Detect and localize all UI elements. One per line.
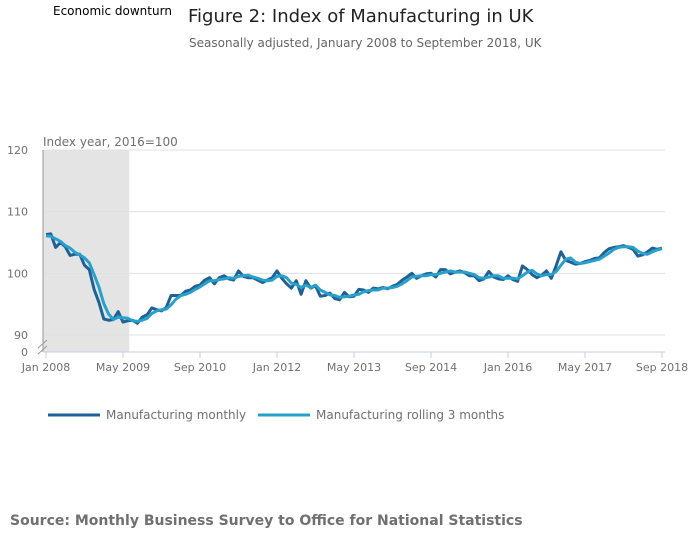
x-tick-label: Jan 2008	[21, 361, 70, 374]
legend-label: Manufacturing rolling 3 months	[316, 408, 504, 422]
y-tick-label: 0	[21, 346, 28, 359]
x-tick-label: May 2013	[327, 361, 381, 374]
x-tick-label: Jan 2016	[483, 361, 532, 374]
x-tick-label: Sep 2010	[174, 361, 226, 374]
x-tick-label: May 2009	[96, 361, 150, 374]
economic-downturn-shading	[43, 150, 130, 352]
y-tick-label: 100	[7, 267, 28, 280]
x-tick-label: May 2017	[558, 361, 612, 374]
x-tick-label: Jan 2012	[252, 361, 301, 374]
x-tick-label: Sep 2018	[636, 361, 688, 374]
legend-label: Manufacturing monthly	[106, 408, 246, 422]
chart-title: Figure 2: Index of Manufacturing in UK	[188, 6, 534, 27]
x-tick-label: Sep 2014	[405, 361, 457, 374]
source-note: Source: Monthly Business Survey to Offic…	[10, 513, 523, 529]
y-tick-label: 120	[7, 144, 28, 157]
axis-break-icon	[37, 339, 48, 355]
series-line-rolling-3-months	[45, 234, 663, 323]
series-line-monthly	[45, 232, 663, 325]
y-tick-label: 90	[14, 329, 28, 342]
y-tick-label: 110	[7, 206, 28, 219]
economic-downturn-label: Economic downturn	[53, 4, 172, 18]
y-axis-label: Index year, 2016=100	[43, 135, 178, 149]
chart-subtitle: Seasonally adjusted, January 2008 to Sep…	[189, 36, 542, 50]
